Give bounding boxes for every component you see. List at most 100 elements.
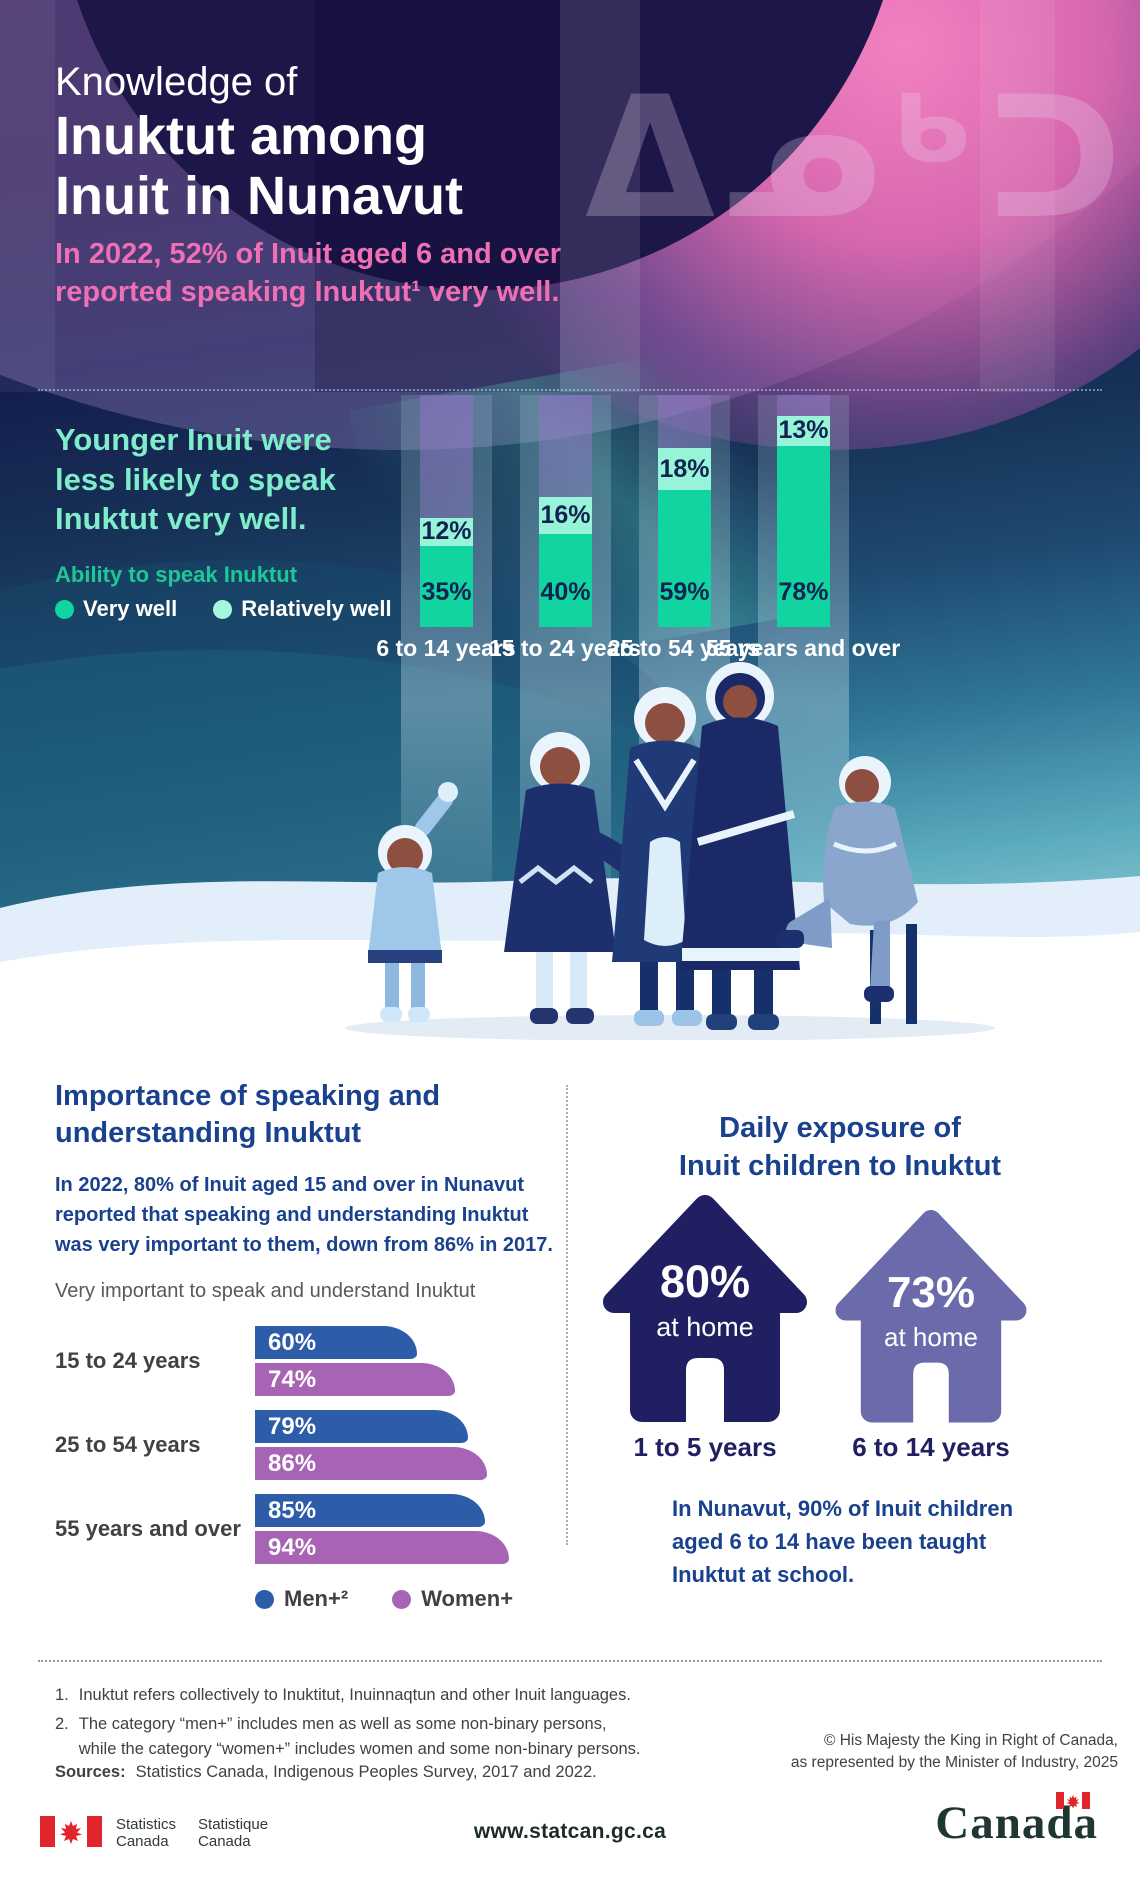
house-icon xyxy=(835,1210,1027,1423)
heading-line: Daily exposure of xyxy=(719,1112,961,1144)
sources-label: Sources: xyxy=(55,1763,126,1781)
footnote-1: 1. Inuktut refers collectively to Inukti… xyxy=(55,1683,631,1708)
page-title-line: Inuktut among xyxy=(55,106,427,166)
group-label: 25 to 54 years xyxy=(55,1432,201,1457)
legend-dot-green xyxy=(55,599,74,619)
exposure-heading: Daily exposure of Inuit children to Inuk… xyxy=(560,1110,1120,1185)
bar-remainder-segment xyxy=(420,395,473,518)
group-label: 55 years and over xyxy=(55,1516,241,1541)
legend-item-relatively-well: Relatively well xyxy=(213,596,392,622)
house-note: at home xyxy=(884,1322,978,1352)
house-value: 80% xyxy=(659,1256,751,1307)
house-icon xyxy=(603,1195,807,1422)
group-label: 15 to 24 years xyxy=(55,1348,201,1373)
statcan-fr-line: Canada xyxy=(198,1833,251,1851)
bar-category-label: 25 to 54 years xyxy=(607,635,761,661)
h-bar: 60% xyxy=(255,1326,417,1359)
sources-text: Statistics Canada, Indigenous Peoples Su… xyxy=(135,1763,597,1781)
legend-item-very-well: Very well xyxy=(55,596,177,622)
canada-flag-icon xyxy=(40,1816,102,1847)
lower-section: Importance of speaking and understanding… xyxy=(0,1040,1140,1878)
house-label: 6 to 14 years xyxy=(852,1432,1010,1462)
importance-paragraph: In 2022, 80% of Inuit aged 15 and over i… xyxy=(55,1170,553,1260)
paragraph-line: was very important to them, down from 86… xyxy=(55,1234,553,1256)
group-bars: 60% 74% xyxy=(255,1326,455,1396)
h-bar: 86% xyxy=(255,1447,487,1480)
importance-bar-chart: 15 to 24 years 60% 74% 25 to 54 years 79% 86%… xyxy=(55,1326,509,1564)
bg-stripe xyxy=(315,0,560,392)
copyright-line: © His Majesty the King in Right of Canad… xyxy=(823,1732,1118,1749)
house-pictogram-1to5: 80% at home xyxy=(600,1180,810,1430)
importance-heading: Importance of speaking and understanding… xyxy=(55,1078,440,1151)
paragraph-line: In Nunavut, 90% of Inuit children xyxy=(672,1496,1014,1521)
bar-category-label: 15 to 24 years xyxy=(488,635,642,661)
relatively-well-segment: 13% xyxy=(777,415,830,447)
h-bar: 79% xyxy=(255,1410,468,1443)
legend-dot-blue xyxy=(255,1589,274,1609)
bar-group: 55 years and over 85% 94% xyxy=(55,1494,509,1564)
stacked-bar: 18% 59% xyxy=(658,395,711,627)
legend-label: Relatively well xyxy=(241,596,392,621)
very-well-segment: 40% xyxy=(539,534,592,627)
statcan-en-line: Statistics xyxy=(116,1816,177,1833)
importance-chart-caption: Very important to speak and understand I… xyxy=(55,1280,476,1302)
bg-stripe xyxy=(0,0,55,392)
group-bars: 85% 94% xyxy=(255,1494,509,1564)
legend-dot-mint xyxy=(213,599,233,619)
legend-dot-purple xyxy=(392,1589,412,1609)
key-stat-line: reported speaking Inuktut¹ very well. xyxy=(55,275,560,308)
bar-category-label: 55 years and over xyxy=(705,635,901,661)
h-bar: 94% xyxy=(255,1531,509,1564)
adult-figure xyxy=(504,732,660,1024)
chart-legend-title: Ability to speak Inuktut xyxy=(55,562,298,587)
paragraph-line: Inuktut at school. xyxy=(672,1562,855,1587)
chart-legend: Very well Relatively well xyxy=(55,596,392,622)
vertical-dotted-divider xyxy=(566,1085,568,1545)
legend-label: Very well xyxy=(83,596,178,621)
group-bars: 79% 86% xyxy=(255,1410,487,1480)
house-value: 73% xyxy=(886,1268,976,1317)
stacked-bar: 16% 40% xyxy=(539,395,592,627)
chart-headline: Younger Inuit were less likely to speak … xyxy=(55,420,336,539)
footnote-2: 2. The category “men+” includes men as w… xyxy=(55,1712,641,1762)
h-bar: 85% xyxy=(255,1494,485,1527)
legend-label: Men+² xyxy=(284,1586,349,1611)
statcan-en-line: Canada xyxy=(116,1833,169,1851)
footnote-line: The category “men+” includes men as well… xyxy=(78,1715,607,1733)
very-well-segment: 35% xyxy=(420,545,473,627)
footnote-number: 1. xyxy=(55,1686,69,1704)
importance-legend: Men+² Women+ xyxy=(255,1586,513,1612)
elder-figure xyxy=(776,756,918,1024)
bar-group: 25 to 54 years 79% 86% xyxy=(55,1410,509,1480)
heading-line: Importance of speaking and xyxy=(55,1080,441,1112)
stacked-bar: 13% 78% xyxy=(777,395,830,627)
footnote-text: The category “men+” includes men as well… xyxy=(79,1712,641,1762)
legend-label: Women+ xyxy=(421,1586,514,1611)
heading-line: understanding Inuktut xyxy=(55,1116,362,1149)
very-well-segment: 78% xyxy=(777,446,830,627)
page-title: Inuktut among Inuit in Nunavut xyxy=(55,106,463,227)
bg-stripe xyxy=(560,0,640,392)
statcan-url: www.statcan.gc.ca xyxy=(473,1820,667,1843)
statcan-en: Statistics Canada xyxy=(116,1816,176,1851)
very-well-segment: 59% xyxy=(658,490,711,627)
legend-item-men: Men+² xyxy=(255,1586,348,1612)
syllabics-watermark: ᐃᓄᒃᑐᑦ xyxy=(585,60,1140,256)
footnote-text: Inuktut refers collectively to Inuktitut… xyxy=(78,1686,631,1704)
relatively-well-segment: 16% xyxy=(539,497,592,535)
bar-group: 15 to 24 years 60% 74% xyxy=(55,1326,509,1396)
house-pictogram-6to14: 73% at home xyxy=(832,1196,1030,1430)
bar-remainder-segment xyxy=(658,395,711,449)
page-title-line: Inuit in Nunavut xyxy=(55,166,463,227)
heading-line: Inuit children to Inuktut xyxy=(678,1149,1002,1182)
bar-category-label: 6 to 14 years xyxy=(376,635,516,661)
stacked-bar: 12% 35% xyxy=(420,395,473,627)
relatively-well-segment: 18% xyxy=(658,448,711,491)
relatively-well-segment: 12% xyxy=(420,517,473,546)
footnote-line: while the category “women+” includes wom… xyxy=(78,1739,641,1758)
chart-headline-line: less likely to speak xyxy=(55,461,336,497)
dotted-divider xyxy=(38,389,1102,391)
chart-headline-line: Younger Inuit were xyxy=(55,422,332,457)
legend-item-women: Women+ xyxy=(392,1586,513,1612)
